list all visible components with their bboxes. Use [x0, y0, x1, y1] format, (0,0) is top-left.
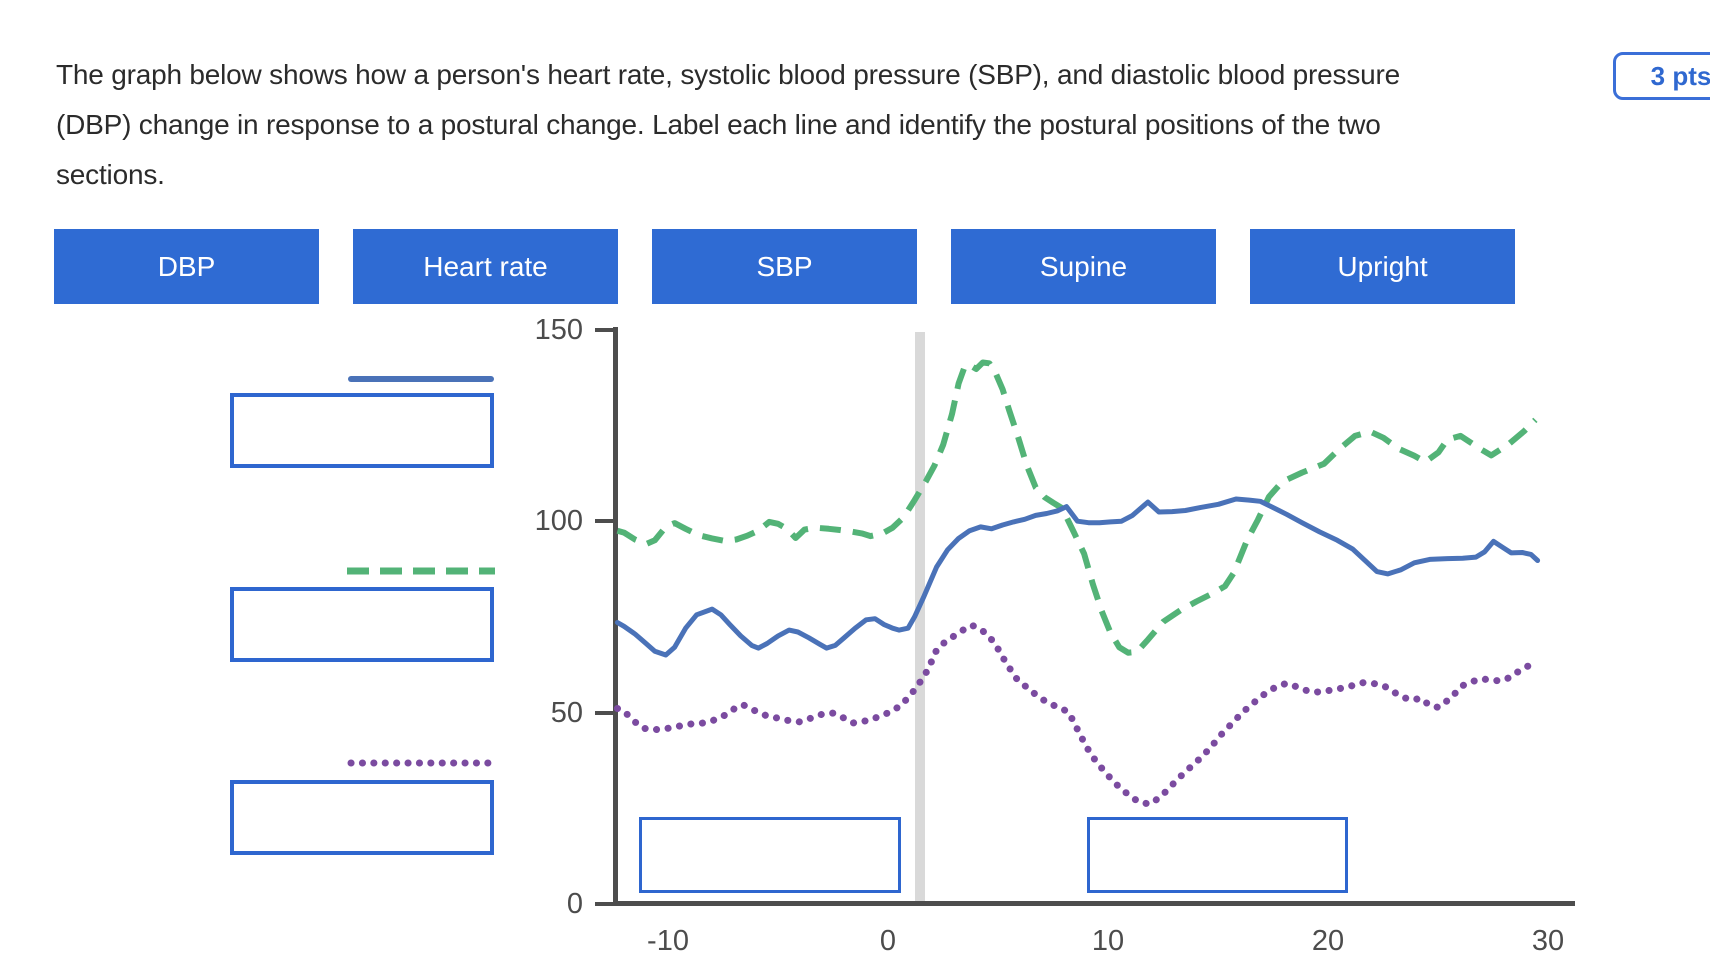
points-badge-label: 3 pts — [1650, 60, 1710, 91]
dropbox-section-2-position[interactable] — [1087, 817, 1348, 893]
token-heart-rate-label: Heart rate — [423, 250, 548, 282]
dropbox-dashed-line-label[interactable] — [230, 587, 494, 662]
token-heart-rate[interactable]: Heart rate — [353, 229, 618, 304]
question-line-1: The graph below shows how a person's hea… — [56, 59, 1401, 90]
x-tick-label-20: 20 — [1311, 925, 1345, 957]
question-line-3: sections. — [56, 159, 165, 190]
token-sbp-label: SBP — [756, 250, 813, 282]
curve-solid-blue-line — [614, 496, 1541, 658]
y-tick-label-100: 100 — [534, 505, 583, 537]
solid-blue-line-sample-icon — [347, 371, 495, 382]
points-badge: 3 pts — [1613, 52, 1710, 100]
question-text: The graph below shows how a person's hea… — [56, 50, 1400, 200]
token-sbp[interactable]: SBP — [652, 229, 917, 304]
x-tick-label-10: 10 — [1091, 925, 1125, 957]
y-axis — [613, 327, 618, 904]
y-tick-label-0: 0 — [566, 888, 583, 920]
y-tick-label-150: 150 — [534, 314, 583, 346]
dashed-green-line-sample-icon — [347, 563, 495, 575]
y-tick-50 — [595, 711, 613, 715]
curve-dashed-green-line — [616, 359, 1538, 656]
curve-dotted-purple-line — [613, 621, 1535, 808]
token-supine[interactable]: Supine — [951, 229, 1216, 304]
question-line-2: (DBP) change in response to a postural c… — [56, 109, 1381, 140]
token-upright-label: Upright — [1337, 250, 1428, 282]
token-dbp[interactable]: DBP — [54, 229, 319, 304]
dropbox-section-1-position[interactable] — [639, 817, 901, 893]
x-tick-label-0: 0 — [879, 925, 897, 957]
x-tick-label-neg10: -10 — [647, 925, 689, 957]
dropbox-dotted-line-label[interactable] — [230, 780, 494, 855]
postural-change-band — [915, 332, 925, 901]
y-tick-150 — [595, 328, 613, 332]
token-supine-label: Supine — [1039, 250, 1128, 282]
y-tick-0 — [595, 902, 613, 906]
x-axis — [613, 901, 1575, 906]
token-dbp-label: DBP — [157, 250, 216, 282]
dropbox-solid-line-label[interactable] — [230, 393, 494, 468]
x-tick-label-30: 30 — [1531, 925, 1565, 957]
token-upright[interactable]: Upright — [1250, 229, 1515, 304]
y-tick-label-50: 50 — [550, 697, 583, 729]
dotted-purple-line-sample-icon — [347, 755, 495, 767]
y-tick-100 — [595, 519, 613, 523]
